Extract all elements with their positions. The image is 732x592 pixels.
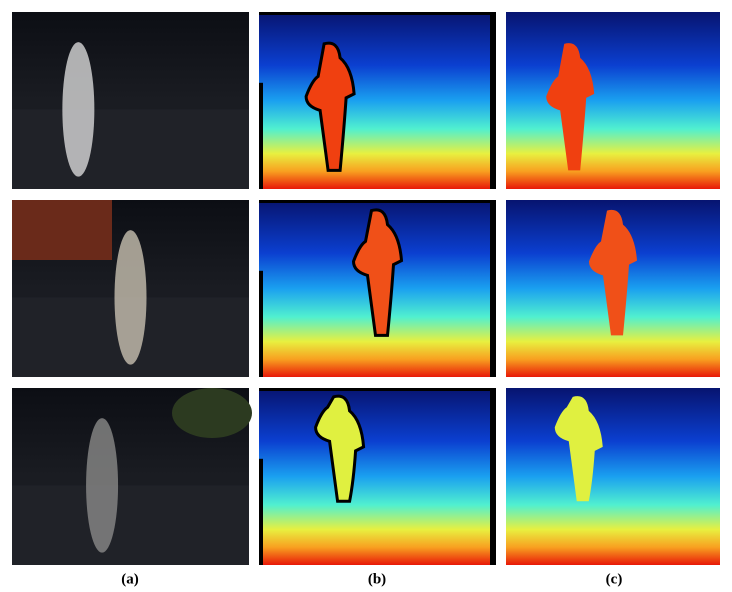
- caption-a: (a): [121, 571, 139, 587]
- edge-right: [490, 12, 496, 189]
- ground: [12, 109, 249, 189]
- image-grid: [12, 12, 720, 565]
- figure: (a) (b) (c): [0, 0, 732, 592]
- edge-left: [259, 271, 263, 377]
- image-panel: [12, 200, 249, 377]
- image-panel: [259, 388, 496, 565]
- image-panel: [259, 12, 496, 189]
- person-photo: [115, 230, 147, 365]
- edge-right: [490, 200, 496, 377]
- depth-map: [259, 12, 496, 189]
- caption-b: (b): [368, 571, 386, 587]
- person-photo: [62, 42, 94, 177]
- tree-light: [172, 388, 252, 438]
- image-panel: [259, 200, 496, 377]
- image-panel: [12, 12, 249, 189]
- depth-map: [259, 388, 496, 565]
- image-panel: [12, 388, 252, 565]
- edge-right: [490, 388, 496, 565]
- ground: [12, 485, 249, 565]
- depth-map: [506, 388, 720, 565]
- edge-top: [259, 12, 496, 15]
- edge-top: [259, 200, 496, 203]
- image-panel: [506, 388, 720, 565]
- edge-left: [259, 459, 263, 565]
- depth-map: [506, 12, 720, 189]
- caption-c: (c): [606, 571, 623, 587]
- person-photo: [86, 418, 118, 553]
- edge-left: [259, 83, 263, 189]
- building: [12, 200, 112, 260]
- image-panel: [506, 200, 720, 377]
- image-panel: [506, 12, 720, 189]
- edge-top: [259, 388, 496, 391]
